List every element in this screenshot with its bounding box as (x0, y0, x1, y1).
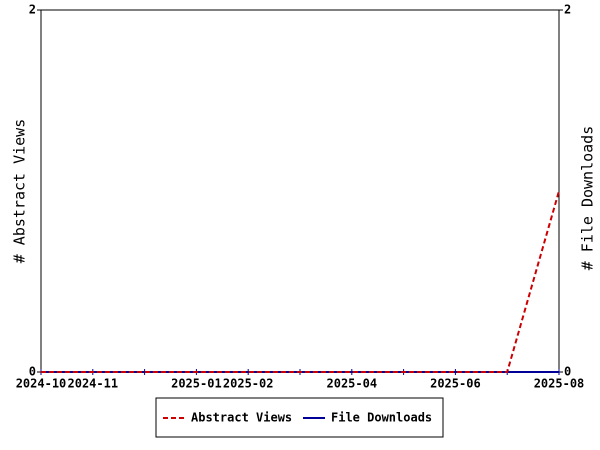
x-tick-label: 2024-10 (16, 377, 67, 391)
y2-axis-title: # File Downloads (579, 126, 597, 271)
y2-tick-label: 0 (564, 365, 571, 379)
legend-label: File Downloads (331, 411, 432, 425)
x-tick-label: 2025-01 (171, 377, 222, 391)
y2-tick-label: 2 (564, 3, 571, 17)
legend-label: Abstract Views (191, 411, 292, 425)
x-tick-label: 2024-11 (68, 377, 119, 391)
x-tick-label: 2025-06 (430, 377, 481, 391)
y-axis-title: # Abstract Views (11, 119, 29, 264)
x-tick-label: 2025-02 (223, 377, 274, 391)
plot-frame (40, 9, 560, 373)
legend-box (155, 397, 444, 438)
x-tick-label: 2025-08 (534, 377, 585, 391)
x-tick-label: 2025-04 (327, 377, 378, 391)
series-line (41, 190, 560, 373)
y-tick-label: 0 (29, 365, 36, 379)
y-tick-label: 2 (29, 3, 36, 17)
